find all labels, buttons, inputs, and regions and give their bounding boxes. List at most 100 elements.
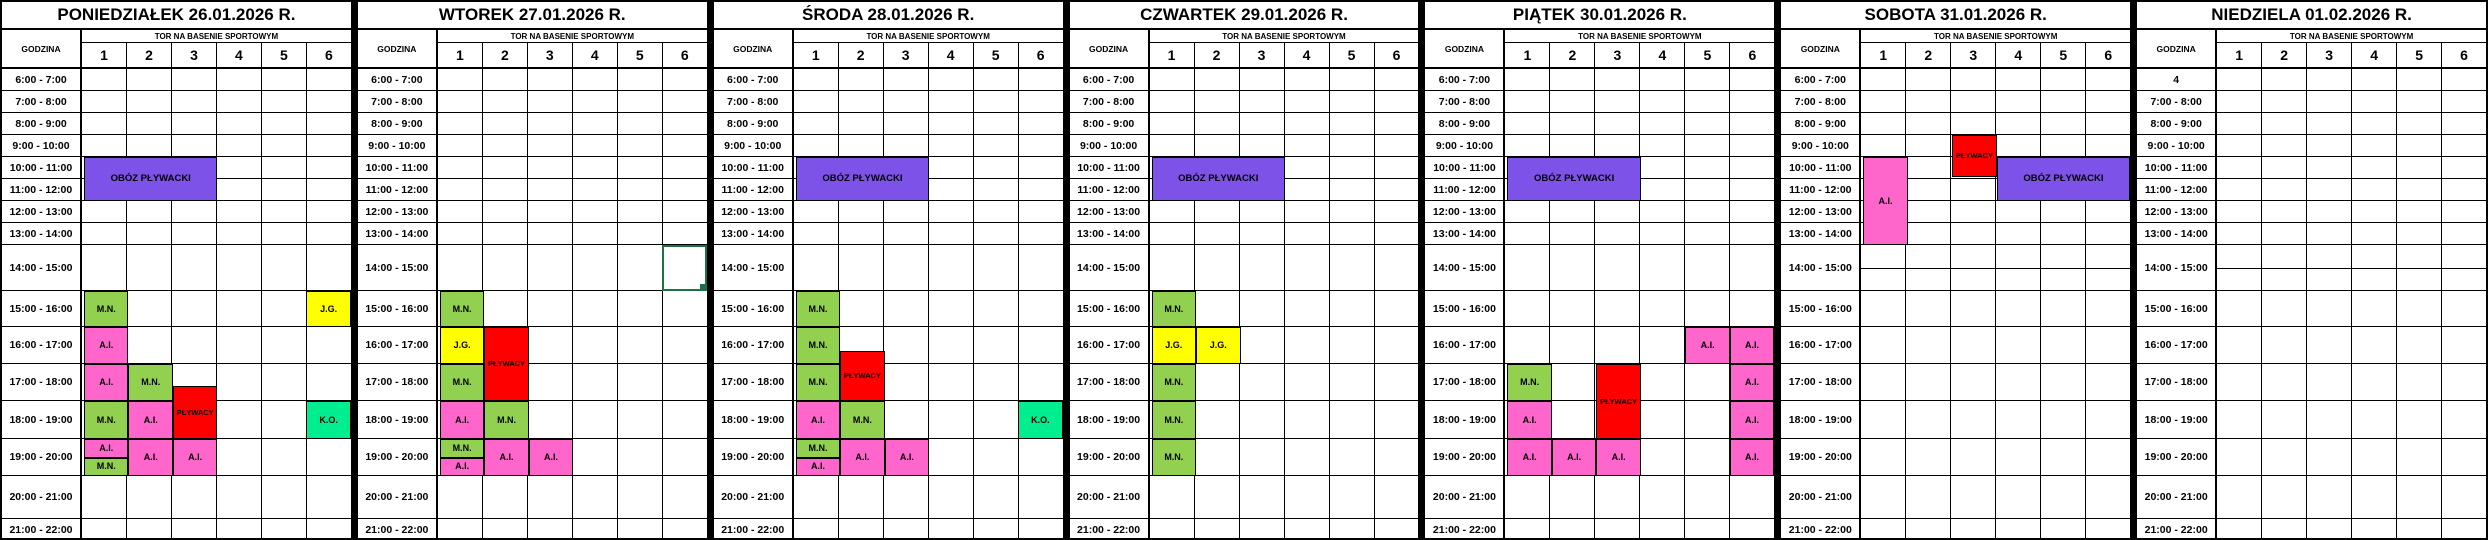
lane-cell[interactable] [1150,519,1195,538]
lane-cell[interactable] [1861,327,1907,363]
lane-cell[interactable] [1285,327,1330,363]
event-block[interactable]: M.N. [795,364,841,401]
event-block[interactable]: PŁYWACY [172,386,218,439]
lane-cell[interactable] [217,69,262,90]
lane-cell[interactable] [1996,291,2042,326]
lane-cell[interactable] [1730,476,1774,518]
lane-cell[interactable] [2442,201,2486,222]
lane-cell[interactable] [307,157,351,178]
event-block[interactable]: PŁYWACY [840,351,885,401]
lane-cell[interactable] [2086,91,2130,112]
lane-cell[interactable] [1906,69,1952,90]
event-block[interactable]: A.I. [1507,401,1552,439]
lane-cell[interactable] [2041,291,2087,326]
lane-cell[interactable] [1906,439,1952,475]
lane-cell[interactable] [2086,113,2130,134]
lane-cell[interactable] [2262,223,2308,244]
lane-cell[interactable] [1906,291,1952,326]
event-block[interactable]: M.N. [439,291,485,327]
lane-cell[interactable] [1505,201,1551,222]
lane-cell[interactable] [1375,439,1419,475]
lane-cell[interactable] [884,476,929,518]
lane-cell[interactable] [929,201,974,222]
lane-cell[interactable] [1685,157,1731,178]
lane-cell[interactable] [839,91,884,112]
lane-cell[interactable] [573,223,618,244]
event-block[interactable]: J.G. [306,291,351,327]
lane-cell[interactable] [483,291,528,326]
lane-cell[interactable] [438,476,483,518]
lane-cell[interactable] [974,245,1019,290]
lane-cell[interactable] [1019,69,1063,90]
lane-cell[interactable] [618,157,663,178]
lane-cell[interactable] [618,245,663,290]
lane-cell[interactable] [1375,327,1419,363]
lane-cell[interactable] [2086,245,2131,290]
lane-cell[interactable] [2397,291,2443,326]
event-block[interactable]: A.I. [1729,327,1775,364]
lane-cell[interactable] [884,91,929,112]
lane-cell[interactable] [2352,476,2398,518]
lane-cell[interactable] [618,519,663,538]
lane-cell[interactable] [2217,401,2263,438]
lane-cell[interactable] [2352,291,2398,326]
lane-cell[interactable] [1330,179,1375,200]
lane-cell[interactable] [794,245,839,290]
lane-cell[interactable] [974,519,1019,538]
event-block[interactable]: A.I. [1729,364,1775,401]
event-block[interactable]: OBÓZ PŁYWACKI [795,157,930,201]
lane-cell[interactable] [1861,69,1907,90]
lane-cell[interactable] [974,69,1019,90]
lane-cell[interactable] [929,519,974,538]
lane-cell[interactable] [172,327,217,363]
lane-cell[interactable] [217,364,262,400]
lane-cell[interactable] [2262,476,2308,518]
lane-cell[interactable] [1019,519,1063,538]
lane-cell[interactable] [1951,91,1997,112]
lane-cell[interactable] [974,364,1019,400]
lane-cell[interactable] [2442,223,2486,244]
lane-cell[interactable] [2397,69,2443,90]
lane-cell[interactable] [2086,135,2130,156]
lane-cell[interactable] [2397,327,2443,363]
lane-cell[interactable] [1375,157,1419,178]
lane-cell[interactable] [618,291,663,326]
lane-cell[interactable] [2086,476,2130,518]
lane-cell[interactable] [528,291,573,326]
lane-cell[interactable] [1996,476,2042,518]
lane-cell[interactable] [1019,476,1063,518]
lane-cell[interactable] [1640,91,1686,112]
lane-cell[interactable] [2217,245,2263,290]
event-block[interactable]: OBÓZ PŁYWACKI [1507,157,1641,201]
lane-cell[interactable] [2041,245,2087,290]
lane-cell[interactable] [2217,69,2263,90]
lane-cell[interactable] [217,157,262,178]
lane-cell[interactable] [794,135,839,156]
lane-cell[interactable] [1595,476,1641,518]
lane-cell[interactable] [1906,401,1952,438]
lane-cell[interactable] [573,291,618,326]
lane-cell[interactable] [1685,113,1731,134]
lane-cell[interactable] [573,179,618,200]
lane-cell[interactable] [1150,135,1195,156]
lane-cell[interactable] [528,69,573,90]
lane-cell[interactable] [217,519,262,538]
lane-cell[interactable] [573,113,618,134]
lane-cell[interactable] [2442,291,2486,326]
lane-cell[interactable] [1505,519,1551,538]
lane-cell[interactable] [2442,179,2486,200]
lane-cell[interactable] [2397,201,2443,222]
lane-cell[interactable] [1330,135,1375,156]
lane-cell[interactable] [2217,476,2263,518]
lane-cell[interactable] [663,476,707,518]
lane-cell[interactable] [2041,201,2087,222]
lane-cell[interactable] [794,476,839,518]
lane-cell[interactable] [528,179,573,200]
lane-cell[interactable] [2217,91,2263,112]
lane-cell[interactable] [1505,113,1551,134]
lane-cell[interactable] [1730,179,1774,200]
lane-cell[interactable] [307,223,351,244]
lane-cell[interactable] [2307,223,2353,244]
lane-cell[interactable] [217,327,262,363]
lane-cell[interactable] [1996,439,2042,475]
